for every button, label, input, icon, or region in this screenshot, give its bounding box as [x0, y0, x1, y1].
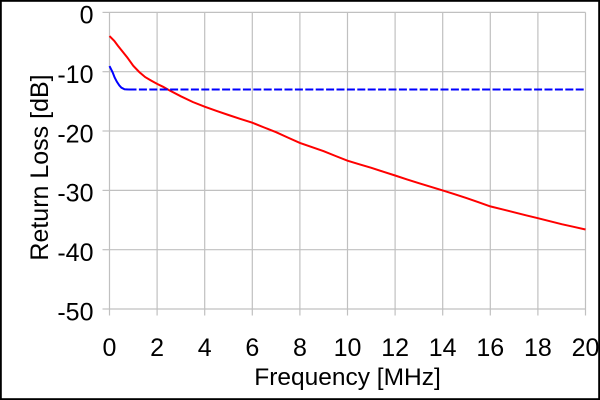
- svg-text:14: 14: [429, 334, 457, 362]
- svg-text:6: 6: [245, 334, 259, 362]
- svg-text:16: 16: [476, 334, 504, 362]
- svg-text:20: 20: [572, 334, 600, 362]
- svg-text:12: 12: [381, 334, 409, 362]
- svg-text:Frequency [MHz]: Frequency [MHz]: [254, 364, 441, 391]
- svg-text:2: 2: [150, 334, 164, 362]
- svg-text:0: 0: [103, 334, 117, 362]
- svg-text:4: 4: [198, 334, 212, 362]
- svg-text:-50: -50: [57, 298, 93, 326]
- svg-text:-20: -20: [57, 120, 93, 148]
- svg-text:-30: -30: [57, 180, 93, 208]
- svg-text:8: 8: [293, 334, 307, 362]
- svg-text:10: 10: [334, 334, 362, 362]
- svg-text:-10: -10: [57, 61, 93, 89]
- svg-text:Return Loss [dB]: Return Loss [dB]: [26, 74, 54, 260]
- svg-text:-40: -40: [57, 239, 93, 267]
- svg-text:0: 0: [80, 2, 94, 30]
- svg-text:18: 18: [524, 334, 552, 362]
